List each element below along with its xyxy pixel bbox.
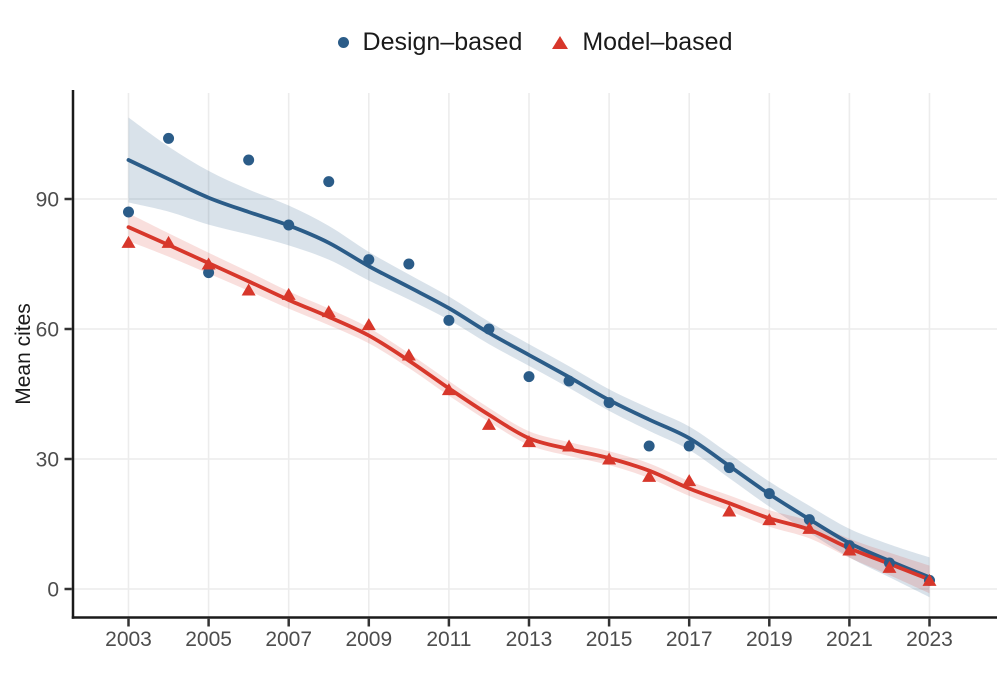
legend-label-model-based: Model–based <box>582 27 733 56</box>
data-point-circle <box>163 132 175 144</box>
x-tick-label: 2005 <box>185 628 232 651</box>
triangle-marker-icon <box>552 35 569 49</box>
x-tick-label: 2011 <box>426 628 471 651</box>
confidence-band <box>128 117 930 598</box>
data-point-triangle <box>602 452 617 465</box>
legend-item-design-based: Design–based <box>337 27 523 56</box>
data-point-circle <box>243 154 255 166</box>
data-point-circle <box>683 440 695 452</box>
data-point-triangle <box>802 521 817 534</box>
data-point-triangle <box>842 543 857 556</box>
data-point-circle <box>483 323 495 335</box>
data-point-triangle <box>241 283 256 296</box>
circle-marker-icon <box>337 36 349 48</box>
data-point-triangle <box>722 504 737 517</box>
data-point-circle <box>523 371 535 383</box>
data-point-circle <box>643 440 655 452</box>
confidence-band <box>128 213 930 594</box>
data-point-circle <box>323 176 335 188</box>
data-point-triangle <box>762 513 777 526</box>
data-point-triangle <box>441 383 456 396</box>
data-point-triangle <box>562 439 577 452</box>
trend-line <box>126 158 932 580</box>
data-point-triangle <box>161 235 176 248</box>
data-point-circle <box>363 254 375 266</box>
data-point-circle <box>803 514 815 526</box>
x-tick-label: 2003 <box>105 628 152 651</box>
x-tick-label: 2017 <box>666 628 713 651</box>
x-tick-label: 2013 <box>506 628 553 651</box>
data-point-circle <box>283 219 295 231</box>
x-tick-label: 2023 <box>906 628 953 651</box>
data-point-triangle <box>121 235 136 248</box>
x-tick-label: 2009 <box>345 628 392 651</box>
data-point-triangle <box>522 435 536 448</box>
data-point-triangle <box>281 287 296 300</box>
y-tick-label: 30 <box>36 449 59 472</box>
data-point-triangle <box>682 474 697 487</box>
y-tick-label: 60 <box>36 319 59 342</box>
legend: Design–based Model–based <box>73 20 997 64</box>
x-tick-label: 2021 <box>826 628 873 651</box>
data-point-triangle <box>401 348 416 361</box>
data-point-triangle <box>922 573 937 586</box>
x-tick-label: 2007 <box>265 628 312 651</box>
legend-item-model-based: Model–based <box>552 27 733 56</box>
data-point-triangle <box>361 318 376 331</box>
x-tick-label: 2019 <box>746 628 793 651</box>
y-tick-label: 0 <box>47 579 59 602</box>
data-point-circle <box>403 258 415 270</box>
data-point-triangle <box>642 469 657 482</box>
data-point-circle <box>203 267 215 279</box>
data-point-circle <box>563 375 575 387</box>
y-tick-label: 90 <box>36 189 59 212</box>
data-point-circle <box>603 397 615 409</box>
data-point-triangle <box>321 305 336 318</box>
data-point-circle <box>443 314 455 326</box>
data-point-circle <box>763 488 775 500</box>
data-point-triangle <box>882 560 897 573</box>
data-point-circle <box>723 462 735 474</box>
data-point-circle <box>123 206 134 218</box>
data-point-triangle <box>201 257 216 270</box>
data-point-triangle <box>481 417 496 430</box>
legend-label-design-based: Design–based <box>362 27 523 56</box>
x-tick-label: 2015 <box>586 628 633 651</box>
